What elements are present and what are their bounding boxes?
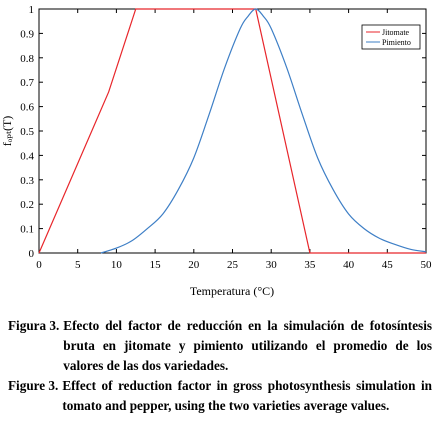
series-line-pimiento xyxy=(100,8,427,254)
caption-english-text: Effect of reduction factor in gross phot… xyxy=(62,378,432,413)
legend-box xyxy=(361,24,421,50)
x-tick-label: 40 xyxy=(343,259,355,271)
caption-english: Figure 3. Effect of reduction factor in … xyxy=(8,376,432,416)
caption-spanish-text: Efecto del factor de reducción en la sim… xyxy=(63,318,432,373)
x-tick-label: 0 xyxy=(36,259,42,271)
chart: 0 5 10 15 20 25 30 35 40 45 50 0 0.1 0.2 0.3 0.4 0.5 0.6 0… xyxy=(0,4,432,298)
y-tick-label: 0.3 xyxy=(20,175,34,187)
y-tick-label: 0.9 xyxy=(20,28,34,40)
x-tick-label: 30 xyxy=(266,259,278,271)
x-tick-label: 20 xyxy=(188,259,200,271)
x-tick-label: 10 xyxy=(111,259,123,271)
x-tick-label: 35 xyxy=(304,259,316,271)
y-tick-label: 0.2 xyxy=(20,199,34,211)
caption-english-label: Figure 3. xyxy=(8,378,59,393)
series-layer xyxy=(38,8,427,254)
ticks: 0 5 10 15 20 25 30 35 40 45 50 0 0.1 0.2 0.3 0.4 0.5 0.6 0… xyxy=(20,4,432,271)
y-tick-label: 0.4 xyxy=(20,150,34,162)
y-tick-label: 0.5 xyxy=(20,126,34,138)
x-tick-label: 45 xyxy=(382,259,394,271)
legend: Jitomate Pimiento xyxy=(361,24,421,50)
y-tick-label: 0 xyxy=(29,248,35,260)
x-tick-label: 50 xyxy=(421,259,433,271)
y-tick-label: 1 xyxy=(29,4,35,16)
legend-label-jitomate: Jitomate xyxy=(382,28,410,37)
x-tick-label: 15 xyxy=(150,259,162,271)
x-tick-label: 5 xyxy=(75,259,81,271)
x-tick-label: 25 xyxy=(227,259,239,271)
caption-spanish: Figura 3. Efecto del factor de reducción… xyxy=(8,316,432,376)
legend-label-pimiento: Pimiento xyxy=(382,38,411,47)
y-tick-label: 0.8 xyxy=(20,53,34,65)
y-axis-title: fₒₚₜ(T) xyxy=(0,116,14,147)
x-axis-title: Temperatura (°C) xyxy=(190,284,274,298)
caption-spanish-label: Figura 3. xyxy=(8,318,60,333)
y-tick-label: 0.1 xyxy=(20,224,34,236)
series-line-jitomate xyxy=(38,8,426,254)
plot-area xyxy=(38,8,427,254)
y-tick-label: 0.7 xyxy=(20,77,34,89)
y-tick-label: 0.6 xyxy=(20,102,34,114)
